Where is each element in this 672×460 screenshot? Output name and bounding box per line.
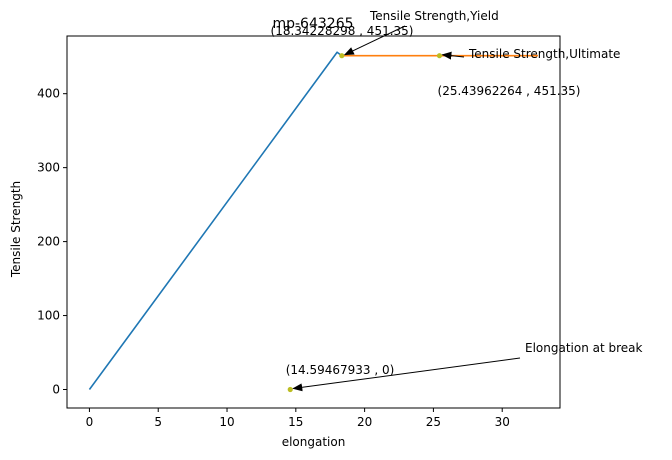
y-axis: 0 100 200 300 400: [37, 87, 67, 397]
x-tick-label: 25: [426, 415, 441, 429]
series-layer: [88, 51, 538, 390]
y-axis-label: Tensile Strength: [9, 181, 23, 278]
annotation-coordinates: (18.34228298 , 451.35): [271, 24, 414, 38]
y-tick-label: 400: [37, 87, 60, 101]
annotated-point-marker: [339, 53, 345, 59]
y-tick-label: 300: [37, 161, 60, 175]
annotation-arrow: [343, 25, 406, 56]
annotation-label: Elongation at break: [525, 341, 643, 355]
plot-frame: [66, 35, 561, 409]
x-tick-label: 20: [357, 415, 372, 429]
x-axis: 0 5 10 15 20 25 30: [86, 408, 510, 429]
y-tick-label: 200: [37, 235, 60, 249]
annotated-point-marker: [287, 386, 293, 393]
annotation-arrow: [441, 51, 465, 60]
chart-title: mp-643265: [272, 16, 353, 32]
x-tick-label: 10: [219, 415, 234, 429]
annotation-layer: Tensile Strength,Yield(18.34228298 , 451…: [271, 9, 643, 392]
x-tick-label: 15: [288, 415, 303, 429]
annotation-coordinates: (25.43962264 , 451.35): [438, 84, 581, 98]
annotation-label: Tensile Strength,Ultimate: [468, 47, 620, 61]
plot-area: [66, 35, 561, 409]
annotated-point-marker: [436, 53, 443, 59]
annotation-arrow: [292, 357, 521, 392]
y-tick-label: 0: [52, 383, 60, 397]
y-tick-label: 100: [37, 309, 60, 323]
series-line-0: [88, 51, 343, 390]
annotation-coordinates: (14.59467933 , 0): [286, 363, 395, 377]
x-tick-label: 5: [154, 415, 162, 429]
x-tick-label: 0: [86, 415, 94, 429]
marker-layer: [287, 53, 443, 393]
annotation-label: Tensile Strength,Yield: [369, 9, 499, 23]
x-tick-label: 30: [495, 415, 510, 429]
x-axis-label: elongation: [282, 435, 346, 449]
